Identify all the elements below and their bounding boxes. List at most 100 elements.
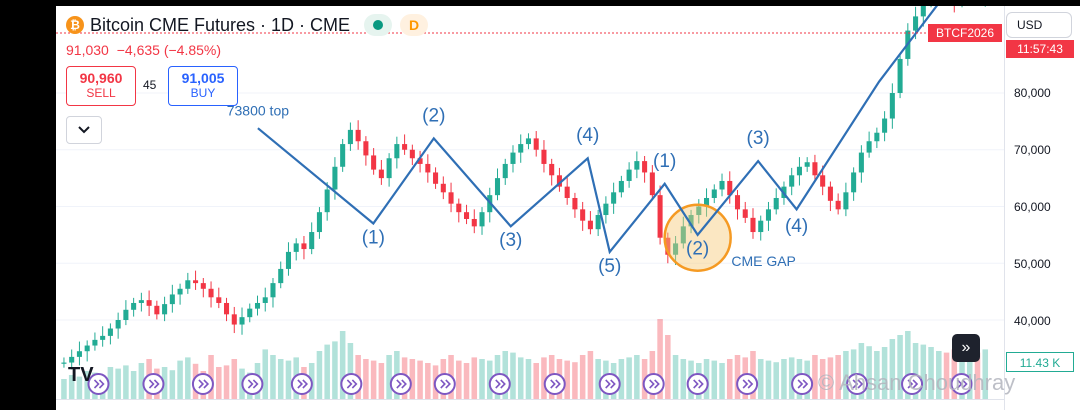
candle-body <box>541 149 547 164</box>
wave-line <box>257 6 939 255</box>
sell-price: 90,960 <box>79 70 123 86</box>
candle-body <box>804 162 810 167</box>
volume-bar <box>347 343 354 399</box>
volume-bar <box>765 360 772 399</box>
currency-selector[interactable]: USD <box>1006 12 1072 38</box>
volume-bar <box>525 359 532 399</box>
candle-body <box>820 175 826 187</box>
volume-bar <box>262 349 269 399</box>
volume-bar <box>68 375 75 399</box>
volume-bar <box>517 357 524 399</box>
volume-bar <box>316 351 323 399</box>
wave-label: 73800 top <box>227 103 289 119</box>
candle-body <box>688 215 694 227</box>
price-chart[interactable]: 73800 top (2) (4) (1) (3) (1) (3) (5) (2) (4) CME … <box>56 6 1004 410</box>
wave-label: (3) <box>747 128 770 149</box>
candle-body <box>69 356 75 363</box>
volume-bar <box>726 359 733 399</box>
volume-bar <box>409 359 416 399</box>
volume-bar <box>912 343 919 399</box>
volume-bar <box>138 363 145 399</box>
candle-body <box>525 138 531 145</box>
last-price: 91,030 <box>66 42 109 58</box>
candle-body <box>402 144 408 150</box>
wave-label: (4) <box>576 125 599 146</box>
candle-body <box>556 175 562 187</box>
candle-body <box>309 232 315 250</box>
candle-body <box>874 132 880 142</box>
volume-bar <box>541 357 547 399</box>
volume-bar <box>827 357 834 399</box>
wave-labels: 73800 top (2) (4) (1) (3) (1) (3) (5) (2) (4) CME … <box>227 103 808 277</box>
volume-bar <box>564 360 570 399</box>
volume-bar <box>332 341 338 399</box>
candle-body <box>889 93 895 119</box>
tradingview-logo: TV <box>68 364 94 386</box>
volume-bar <box>363 359 369 399</box>
buy-price: 91,005 <box>181 70 225 86</box>
symbol-badge: BTCF2026 <box>928 24 1002 42</box>
candle-body <box>394 144 400 159</box>
candle-body <box>734 195 741 210</box>
dividend-event-icon <box>340 373 363 395</box>
candles <box>61 6 986 370</box>
candle-body <box>208 288 214 298</box>
volume-bar <box>339 331 346 399</box>
volume-bar <box>115 368 121 399</box>
candle-body <box>913 16 919 31</box>
dividend-event-icon <box>642 373 665 395</box>
cme-gap-circle <box>663 203 732 272</box>
candle-body <box>587 220 593 230</box>
scroll-to-realtime-button[interactable]: » <box>952 334 980 362</box>
candle-body <box>216 297 222 303</box>
candle-body <box>758 220 764 233</box>
candle-body <box>866 141 872 153</box>
dividend-event-icon <box>290 373 313 395</box>
volume-bar <box>858 343 865 399</box>
candle-body <box>347 129 353 145</box>
volume-bar <box>634 355 640 399</box>
candle-body <box>843 192 849 210</box>
symbol-header[interactable]: ₿ Bitcoin CME Futures · 1D · CME D <box>66 14 429 36</box>
volume-bar <box>277 359 284 399</box>
volume-bar <box>130 371 137 399</box>
candle-body <box>580 209 586 221</box>
y-tick: 40,000 <box>1014 314 1051 328</box>
collapse-button[interactable] <box>66 116 102 144</box>
sell-label: SELL <box>86 86 116 100</box>
volume-bar <box>680 359 687 399</box>
double-chevron-right-icon: » <box>961 339 971 356</box>
volume-bar <box>959 347 965 399</box>
volume-bar <box>84 371 90 399</box>
dividend-event-icon <box>791 373 814 395</box>
candle-body <box>146 300 152 306</box>
candle-body <box>92 339 98 346</box>
dividend-event-icon <box>846 373 869 395</box>
candle-body <box>169 294 175 305</box>
symbol-title: Bitcoin CME Futures · 1D · CME <box>90 14 351 35</box>
candle-body <box>247 308 253 318</box>
dividend-event-icon <box>488 373 511 395</box>
candle-body <box>564 186 570 198</box>
volume-bar <box>773 362 779 399</box>
dividend-event-icon <box>686 373 709 395</box>
dividend-event-icon <box>433 373 456 395</box>
volume-bar <box>711 360 718 399</box>
candle-body <box>479 212 485 227</box>
sell-button[interactable]: 90,960 SELL <box>66 66 136 106</box>
dividend-event-icon <box>543 373 566 395</box>
dividend-event-icon <box>950 373 973 395</box>
candle-body <box>425 163 431 173</box>
volume-bar <box>626 357 632 399</box>
volume-bar <box>982 349 989 399</box>
candle-body <box>185 280 191 289</box>
volume-bar <box>169 370 176 399</box>
candle-body <box>262 297 268 303</box>
delay-badge[interactable]: D <box>400 14 429 36</box>
market-status-icon[interactable] <box>364 14 393 36</box>
buy-button[interactable]: 91,005 BUY <box>168 66 238 106</box>
volume-bar <box>386 355 392 399</box>
volume-bar <box>107 367 114 399</box>
wave-label: (2) <box>422 105 445 126</box>
volume-bar <box>285 360 292 399</box>
